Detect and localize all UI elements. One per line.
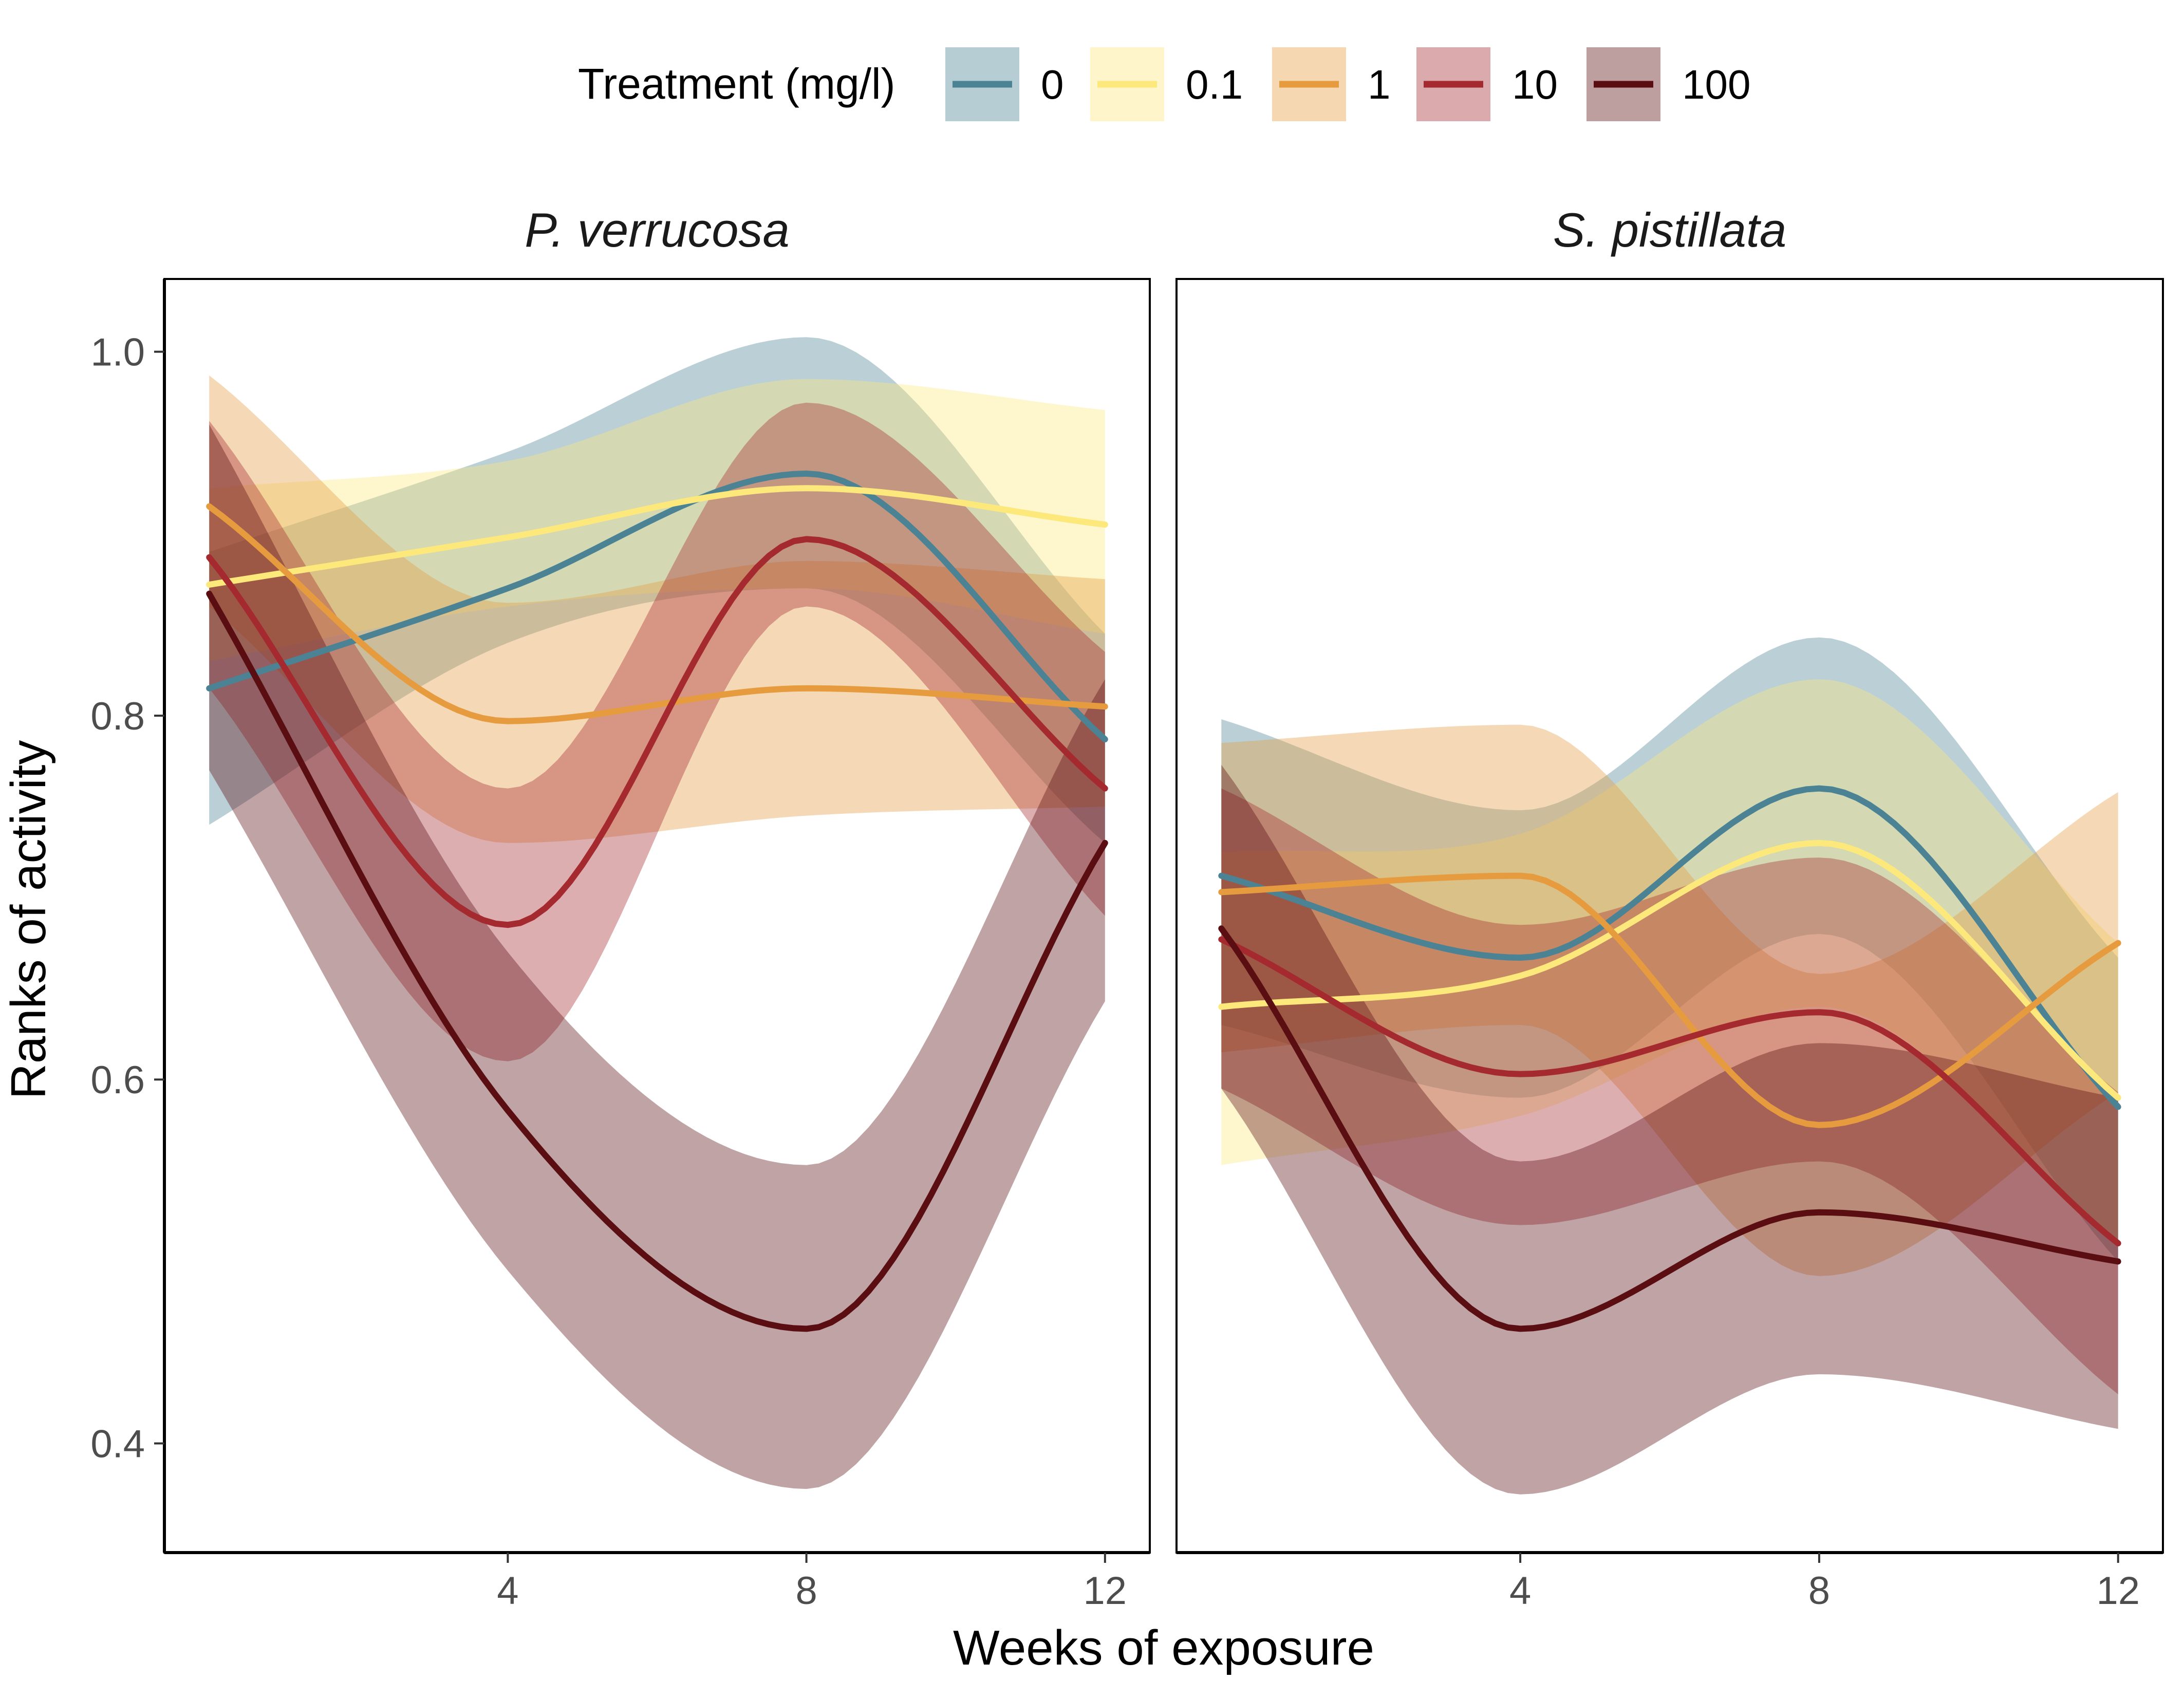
confidence-band <box>209 424 1105 1489</box>
series-line <box>206 536 1108 928</box>
legend-item: 1 <box>1272 47 1391 121</box>
confidence-band <box>209 375 1105 843</box>
panels: P. verrucosa 4 8 12 0.4 0.6 0.8 1.0 S. pistillat… <box>90 203 2164 1613</box>
panel-title: P. verrucosa <box>525 203 790 257</box>
series-line <box>206 503 1108 724</box>
series-line <box>206 485 1108 588</box>
y-tick-label: 0.6 <box>90 1058 145 1102</box>
y-axis-title: Ranks of activity <box>1 740 56 1099</box>
series-line <box>206 590 1108 1332</box>
confidence-band <box>1221 788 2118 1394</box>
series-line <box>1218 936 2121 1246</box>
legend-item: 0 <box>945 47 1064 121</box>
x-axis-title: Weeks of exposure <box>953 1620 1374 1675</box>
x-tick-label: 4 <box>1509 1569 1531 1613</box>
legend-item: 100 <box>1586 47 1750 121</box>
legend-item: 0.1 <box>1090 47 1243 121</box>
y-tick-label: 0.8 <box>90 695 145 738</box>
series-line <box>1218 925 2121 1332</box>
legend-title: Treatment (mg/l) <box>578 60 895 108</box>
legend-item: 10 <box>1416 47 1558 121</box>
x-tick-label: 12 <box>1084 1569 1127 1613</box>
confidence-band <box>209 337 1105 843</box>
legend-label: 0 <box>1041 62 1064 107</box>
legend-label: 10 <box>1512 62 1558 107</box>
x-tick-label: 8 <box>795 1569 817 1613</box>
x-tick-label: 8 <box>1808 1569 1830 1613</box>
panel: S. pistillata 4 8 12 <box>1175 203 2164 1613</box>
legend: Treatment (mg/l) 0 0.1 1 10 100 <box>578 47 1750 121</box>
legend-items: 0 0.1 1 10 100 <box>945 47 1750 121</box>
y-tick-label: 0.4 <box>90 1423 145 1466</box>
series-line <box>1218 785 2121 1110</box>
panel-title: S. pistillata <box>1553 203 1787 257</box>
panel: P. verrucosa 4 8 12 0.4 0.6 0.8 1.0 <box>90 203 1151 1613</box>
series-line <box>1218 839 2121 1101</box>
series-line <box>1218 872 2121 1128</box>
legend-label: 1 <box>1368 62 1391 107</box>
confidence-band <box>1221 637 2118 1262</box>
legend-label: 0.1 <box>1186 62 1243 107</box>
x-tick-label: 12 <box>2096 1569 2140 1613</box>
y-tick-label: 1.0 <box>90 331 145 375</box>
confidence-band <box>1221 764 2118 1495</box>
legend-label: 100 <box>1682 62 1750 107</box>
x-tick-label: 4 <box>497 1569 518 1613</box>
